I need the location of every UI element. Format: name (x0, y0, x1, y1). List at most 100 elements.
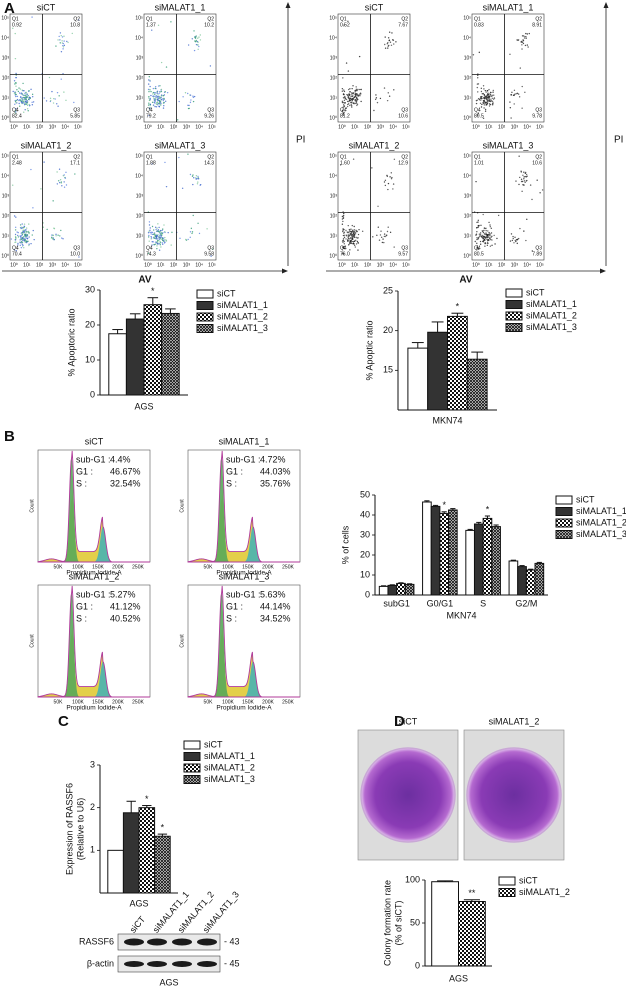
dot (28, 223, 30, 225)
dot (18, 92, 21, 94)
dot (60, 181, 63, 183)
dot (387, 226, 389, 228)
dot (14, 229, 17, 231)
y-tick-label: 10¹ (136, 95, 144, 101)
plot-title: siMALAT1_3 (483, 140, 534, 150)
dot (353, 102, 355, 105)
x-tick-label: 10⁴ (389, 124, 397, 130)
dot (193, 49, 196, 52)
dot (483, 96, 485, 99)
dot (351, 238, 354, 240)
dot (513, 89, 516, 92)
y-tick-label: 10³ (330, 193, 338, 199)
dot (476, 242, 478, 245)
dot (15, 72, 17, 75)
x-axis-label: AGS (129, 898, 148, 908)
y-tick-label: 20 (85, 319, 95, 329)
stat-value: 40.52% (110, 613, 141, 623)
dot (393, 89, 395, 91)
dot (353, 236, 356, 239)
dot (352, 232, 355, 235)
dot (393, 246, 395, 248)
dot (485, 232, 487, 234)
dot (356, 230, 358, 233)
dot (483, 93, 485, 96)
dish (466, 747, 562, 843)
dot (357, 249, 359, 251)
dot (377, 226, 379, 228)
dot (164, 239, 166, 241)
dot (342, 253, 345, 255)
dot (352, 158, 355, 160)
dot (189, 94, 192, 96)
photo-label: siMALAT1_2 (489, 716, 540, 726)
dot (521, 41, 524, 43)
y-axis-label: Count (179, 499, 185, 513)
quadrant-name: Q2 (207, 154, 214, 160)
y-tick-label: 1 (90, 845, 95, 855)
dot (170, 21, 172, 23)
dot (20, 237, 22, 239)
y-tick-label: 10⁵ (463, 15, 471, 21)
dot (157, 223, 159, 225)
dot (63, 186, 66, 188)
dot (343, 245, 345, 248)
bar (482, 517, 493, 596)
dot (342, 220, 344, 223)
dot (31, 96, 34, 98)
dot (479, 102, 482, 105)
y-axis-label: % Apoptic ratio (364, 320, 374, 380)
dot (525, 239, 527, 242)
y-tick-label: 10³ (464, 193, 472, 199)
dot (21, 241, 24, 243)
stat-value: 34.52% (260, 613, 291, 623)
dot (189, 231, 192, 233)
x-tick-label: 10⁰ (338, 262, 346, 268)
dot (476, 236, 478, 239)
legend-label: siCT (526, 287, 545, 297)
dot (519, 227, 521, 230)
quadrant-name: Q1 (474, 16, 481, 22)
dot (164, 91, 167, 93)
dot (483, 107, 485, 109)
dot (347, 20, 349, 22)
y-axis-label: (Relative to U6) (75, 798, 85, 861)
quadrant-value: 0.52 (340, 22, 350, 28)
dot (476, 114, 479, 116)
stat-value: 4.4% (110, 454, 131, 464)
dot (155, 106, 158, 108)
stat-label: sub-G1 : (226, 589, 261, 599)
dot (21, 89, 23, 91)
quadrant-name: Q3 (73, 245, 80, 251)
dot (46, 228, 48, 231)
dot (163, 231, 166, 233)
dot (156, 103, 158, 105)
dot (523, 178, 525, 180)
quadrant-name: Q2 (401, 154, 408, 160)
legend-label: siMALAT1_2 (576, 517, 626, 527)
dot (518, 155, 520, 157)
dot (358, 55, 361, 58)
dot (344, 98, 347, 100)
dot (152, 104, 155, 106)
dots (12, 16, 80, 114)
y-tick-label: 10⁴ (463, 35, 471, 41)
dot (28, 90, 30, 92)
quadrant-name: Q4 (474, 107, 481, 113)
dot (167, 231, 169, 234)
dot (155, 236, 158, 238)
x-axis-label: Propidium Iodide-A (66, 705, 122, 712)
dot (353, 97, 355, 99)
dot (62, 44, 64, 47)
dots (147, 153, 214, 257)
legend-swatch (505, 311, 523, 321)
dot (197, 48, 199, 51)
dot (517, 237, 520, 240)
dot (149, 227, 151, 229)
dot (355, 100, 357, 103)
stat-value: 44.14% (260, 601, 291, 611)
dot (510, 233, 513, 235)
dot (343, 236, 346, 239)
dot (343, 234, 345, 237)
significance: * (161, 822, 165, 832)
